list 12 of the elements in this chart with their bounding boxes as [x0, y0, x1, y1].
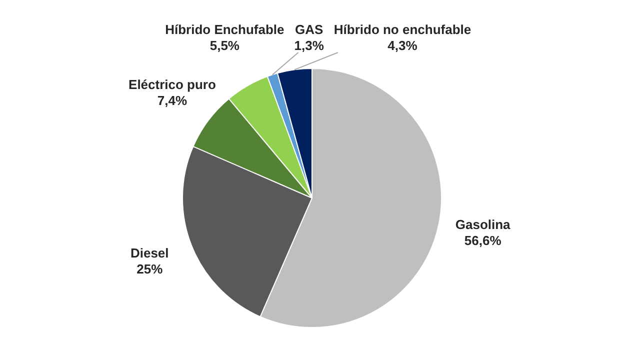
slice-label: GAS — [294, 22, 324, 38]
data-label: 25% — [136, 262, 164, 276]
slice-label: Eléctrico puro — [128, 77, 216, 92]
data-label: 4,3% — [388, 38, 418, 54]
data-label: 1,3% — [294, 38, 324, 54]
slice-label: Diesel — [130, 246, 169, 260]
data-label: 7,4% — [157, 93, 188, 108]
slice-label: Híbrido Enchufable — [165, 22, 284, 38]
data-label: 5,5% — [210, 38, 240, 54]
data-label: 56,6% — [464, 233, 502, 248]
slice-label: Gasolina — [455, 217, 512, 232]
slice-label: Híbrido no enchufable — [334, 22, 472, 38]
